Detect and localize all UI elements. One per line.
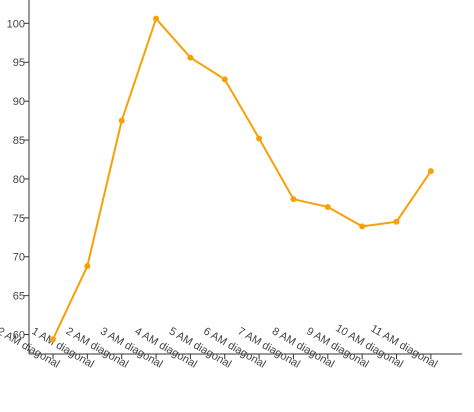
- data-point: [84, 263, 91, 270]
- y-tick-label: 65: [13, 291, 25, 303]
- data-point: [50, 336, 56, 343]
- data-point: [256, 135, 263, 142]
- y-tick-label: 100: [7, 18, 25, 30]
- y-tick-label: 80: [13, 174, 25, 186]
- data-point: [427, 168, 434, 175]
- y-tick-label: 70: [13, 252, 25, 264]
- data-point: [221, 76, 228, 83]
- data-point: [187, 54, 194, 61]
- y-tick-label: 60: [13, 330, 25, 342]
- series-layer: [50, 15, 434, 343]
- data-point: [118, 117, 125, 124]
- y-tick-label: 90: [13, 96, 25, 108]
- data-point: [359, 223, 366, 230]
- data-point: [324, 203, 331, 210]
- data-point: [290, 196, 297, 203]
- data-point: [153, 15, 160, 22]
- series-line: [52, 17, 432, 341]
- y-tick-label: 75: [13, 213, 25, 225]
- y-tick-label: 95: [13, 57, 25, 69]
- y-tick-label: 85: [13, 135, 25, 147]
- y-axis: 60 65 70 75 80 85 90 95 100: [7, 0, 30, 354]
- data-point: [393, 218, 400, 225]
